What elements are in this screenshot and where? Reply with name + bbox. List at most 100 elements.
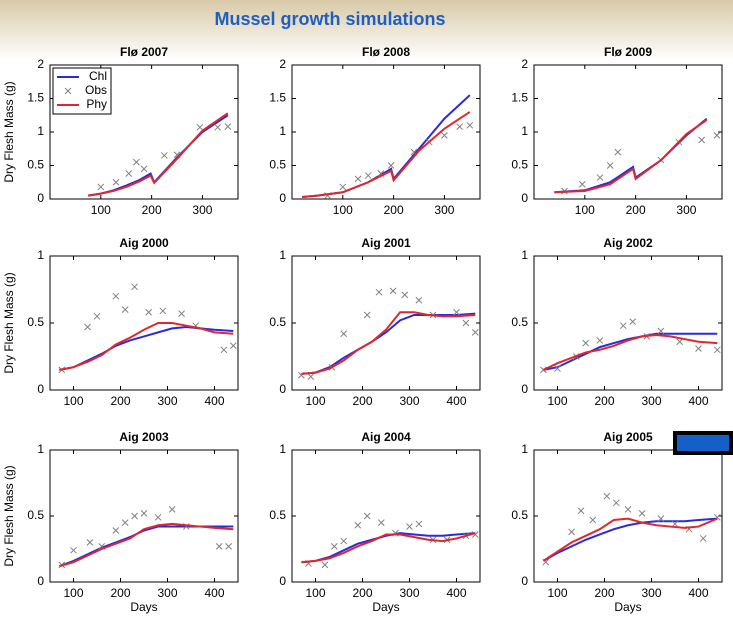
observation	[121, 306, 129, 313]
model-line	[87, 112, 229, 197]
observation	[178, 310, 185, 317]
y-tick-label: 1	[37, 124, 44, 138]
observation	[133, 158, 140, 166]
y-tick-label: 0.5	[27, 508, 44, 522]
observation	[554, 365, 561, 372]
observation	[582, 339, 590, 347]
y-tick-label: 0.5	[511, 158, 528, 172]
y-tick-label: 1	[521, 248, 528, 262]
observation	[225, 543, 232, 550]
x-tick-label: 100	[547, 394, 567, 408]
y-tick-label: 1	[279, 248, 286, 262]
observation	[603, 492, 611, 500]
legend-box	[52, 67, 112, 115]
y-tick-label: 0	[279, 382, 286, 396]
overlay-bar	[673, 431, 733, 455]
y-tick-label: 0.5	[269, 315, 286, 329]
x-axis-label: Days	[130, 600, 157, 614]
model-line	[554, 119, 708, 194]
model-line	[301, 312, 476, 375]
x-tick-label: 100	[91, 203, 111, 217]
x-tick-label: 200	[142, 203, 162, 217]
x-tick-label: 200	[352, 586, 372, 600]
legend-label: Chl	[89, 69, 107, 83]
observation	[462, 319, 470, 327]
y-tick-label: 0.5	[269, 158, 286, 172]
observation	[86, 539, 94, 546]
observation	[131, 283, 138, 291]
panel-title: Aig 2003	[119, 430, 169, 444]
x-tick-label: 400	[204, 586, 224, 600]
x-tick-label: 200	[384, 203, 404, 217]
y-tick-label: 2	[279, 57, 286, 71]
x-tick-label: 400	[688, 394, 708, 408]
x-tick-label: 400	[688, 586, 708, 600]
observation	[112, 178, 120, 186]
observation	[577, 507, 585, 515]
y-tick-label: 0	[521, 574, 528, 588]
axes-box	[533, 64, 723, 200]
x-tick-label: 200	[594, 586, 614, 600]
x-tick-label: 300	[192, 203, 212, 217]
x-tick-label: 300	[434, 203, 454, 217]
observation	[154, 513, 162, 521]
observation	[453, 308, 460, 316]
model-line	[302, 111, 471, 198]
model-line	[301, 532, 476, 564]
panel-title: Aig 2002	[603, 236, 653, 250]
y-tick-label: 1.5	[269, 91, 286, 105]
observation	[415, 296, 423, 304]
x-tick-label: 200	[110, 394, 130, 408]
x-tick-label: 100	[63, 394, 83, 408]
legend-label: Obs	[85, 83, 107, 97]
y-tick-label: 0	[279, 191, 286, 205]
panel-title: Aig 2001	[361, 236, 411, 250]
observation	[619, 322, 627, 330]
observation	[456, 123, 464, 130]
observation	[387, 162, 395, 169]
panel-title: Aig 2000	[119, 236, 169, 250]
y-tick-label: 0.5	[269, 508, 286, 522]
observation	[389, 287, 397, 295]
observation	[229, 342, 237, 350]
y-tick-label: 1	[521, 124, 528, 138]
axes-box	[291, 64, 481, 200]
observation	[406, 523, 413, 530]
observation	[112, 527, 120, 534]
observation	[84, 323, 91, 331]
y-tick-label: 0	[37, 382, 44, 396]
observation	[377, 519, 385, 526]
observation	[638, 510, 646, 517]
x-tick-label: 100	[305, 394, 325, 408]
observation	[466, 121, 474, 129]
observation	[220, 346, 228, 354]
observation	[614, 148, 622, 156]
observation	[695, 345, 702, 352]
observation	[698, 136, 706, 144]
y-tick-label: 0	[37, 574, 44, 588]
panel-title: Flø 2007	[120, 45, 168, 59]
observation	[401, 291, 409, 299]
axes-box	[291, 449, 481, 583]
figure-title: Mussel growth simulations	[214, 9, 445, 29]
y-tick-label: 0	[521, 382, 528, 396]
x-tick-label: 400	[446, 394, 466, 408]
legend-swatch	[64, 87, 72, 95]
x-tick-label: 300	[676, 203, 696, 217]
x-tick-label: 400	[204, 394, 224, 408]
y-tick-label: 0.5	[511, 315, 528, 329]
y-tick-label: 0.5	[511, 508, 528, 522]
axes-box	[291, 255, 481, 391]
observation	[578, 180, 586, 188]
y-tick-label: 2	[37, 57, 44, 71]
observation	[364, 172, 372, 179]
observation	[330, 543, 338, 550]
y-tick-label: 1.5	[511, 91, 528, 105]
y-tick-label: 0	[279, 574, 286, 588]
observation	[131, 512, 138, 520]
observation	[415, 520, 423, 528]
x-tick-label: 300	[157, 586, 177, 600]
observation	[471, 531, 479, 538]
